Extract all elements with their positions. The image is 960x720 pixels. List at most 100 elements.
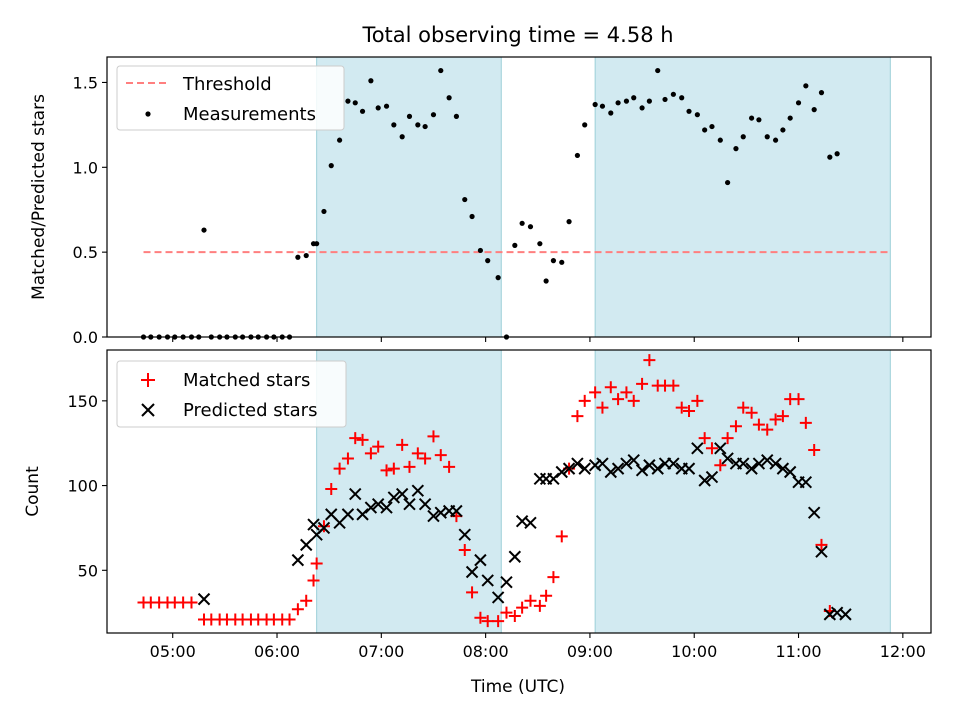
top-axes-frame bbox=[106, 56, 932, 338]
measurement-point bbox=[582, 122, 588, 128]
matched-stars-point bbox=[419, 452, 432, 465]
measurement-point bbox=[566, 219, 572, 225]
predicted-stars-point bbox=[667, 457, 680, 470]
matched-stars-point bbox=[714, 459, 727, 472]
measurement-point bbox=[469, 213, 475, 220]
matched-stars-point bbox=[636, 377, 649, 390]
matched-stars-point bbox=[540, 589, 553, 602]
x-tick-label: 05:00 bbox=[150, 642, 196, 661]
top-observing-intervals bbox=[316, 56, 891, 338]
measurement-point bbox=[477, 247, 484, 254]
matched-stars-point bbox=[283, 613, 296, 626]
bottom-y-ticks: 50 100 150 bbox=[67, 392, 107, 580]
predicted-stars-point bbox=[307, 518, 320, 531]
legend-predicted-swatch bbox=[141, 403, 155, 417]
predicted-stars-point bbox=[752, 457, 766, 470]
matched-stars-point bbox=[604, 381, 617, 394]
measurement-point bbox=[679, 95, 685, 101]
measurement-point bbox=[709, 123, 715, 130]
matched-stars-point bbox=[443, 460, 456, 473]
matched-stars-point bbox=[578, 394, 591, 407]
measurement-point bbox=[639, 105, 645, 111]
matched-stars-point bbox=[466, 586, 479, 599]
matched-stars-point bbox=[317, 520, 330, 533]
predicted-stars-point bbox=[627, 453, 640, 467]
measurement-point bbox=[559, 259, 565, 265]
measurement-point bbox=[818, 90, 825, 96]
predicted-stars-point bbox=[508, 550, 522, 563]
measurement-point bbox=[608, 110, 614, 116]
matched-stars-point bbox=[356, 433, 369, 446]
top-y-tick-label: 0.0 bbox=[73, 328, 98, 347]
predicted-stars-point bbox=[611, 462, 625, 475]
matched-stars-point bbox=[300, 594, 313, 607]
bottom-observing-intervals bbox=[316, 349, 891, 634]
top-y-tick-label: 0.5 bbox=[73, 243, 98, 262]
predicted-stars-point bbox=[635, 464, 649, 477]
predicted-stars-point bbox=[197, 592, 211, 606]
matched-stars-point bbox=[745, 406, 758, 419]
matched-stars-point bbox=[396, 438, 409, 451]
measurement-point bbox=[415, 122, 421, 128]
measurement-point bbox=[422, 123, 428, 130]
matched-stars-point bbox=[612, 393, 625, 406]
matched-stars-point bbox=[364, 447, 377, 460]
legend-matched-label: Matched stars bbox=[183, 370, 310, 391]
matched-stars-point bbox=[589, 386, 602, 399]
predicted-stars-point bbox=[691, 442, 704, 455]
measurement-point bbox=[527, 224, 534, 230]
measurement-point bbox=[834, 151, 840, 157]
matched-stars-point bbox=[729, 420, 742, 433]
matched-stars-point bbox=[799, 416, 812, 429]
top-y-tick-label: 1.0 bbox=[73, 158, 98, 177]
measurement-point bbox=[495, 275, 501, 281]
measurement-point bbox=[359, 108, 366, 114]
matched-stars-point bbox=[516, 601, 529, 614]
matched-stars-point bbox=[769, 413, 782, 426]
predicted-stars-point bbox=[807, 506, 821, 519]
measurement-point bbox=[756, 117, 762, 123]
legend-threshold-label: Threshold bbox=[182, 74, 272, 95]
matched-stars-point bbox=[185, 596, 198, 609]
matched-stars-point bbox=[737, 401, 750, 414]
measurement-point bbox=[694, 112, 700, 118]
predicted-stars-point bbox=[643, 459, 656, 472]
x-tick-label: 11:00 bbox=[775, 642, 821, 661]
matched-stars-point bbox=[341, 452, 354, 465]
matched-stars-point bbox=[291, 603, 304, 616]
predicted-stars-point bbox=[705, 470, 719, 484]
measurement-point bbox=[328, 163, 334, 169]
predicted-stars-point bbox=[465, 565, 479, 579]
chart-title: Total observing time = 4.58 h bbox=[361, 23, 673, 47]
matched-stars-point bbox=[596, 401, 609, 414]
predicted-stars-point bbox=[604, 465, 617, 479]
matched-stars-point bbox=[555, 530, 568, 543]
measurement-point bbox=[631, 95, 637, 101]
predicted-stars-point bbox=[571, 457, 584, 470]
measurement-point bbox=[512, 242, 518, 248]
x-axis-label: Time (UTC) bbox=[470, 677, 565, 697]
matched-stars-point bbox=[492, 615, 505, 628]
predicted-stars-point bbox=[698, 474, 711, 487]
predicted-stars-point bbox=[721, 452, 734, 465]
measurement-point bbox=[430, 112, 437, 118]
predicted-stars-point bbox=[380, 501, 393, 514]
predicted-stars-point bbox=[776, 462, 790, 475]
measurement-point bbox=[303, 252, 309, 259]
predicted-stars-point bbox=[418, 498, 432, 511]
matched-stars-point bbox=[411, 447, 424, 460]
matched-stars-point bbox=[761, 423, 774, 436]
measurement-point bbox=[453, 113, 460, 119]
predicted-stars-point bbox=[458, 528, 471, 541]
bot-y-tick-label: 50 bbox=[78, 561, 98, 580]
matched-stars-point bbox=[387, 462, 400, 475]
measurement-point bbox=[717, 137, 723, 143]
measurement-point bbox=[670, 91, 676, 97]
measurement-point bbox=[772, 137, 779, 143]
measurement-point bbox=[352, 100, 358, 106]
predicted-stars-point bbox=[714, 442, 727, 455]
measurement-point bbox=[662, 96, 668, 103]
matched-stars-point bbox=[675, 401, 688, 414]
matched-stars-point bbox=[547, 571, 560, 584]
